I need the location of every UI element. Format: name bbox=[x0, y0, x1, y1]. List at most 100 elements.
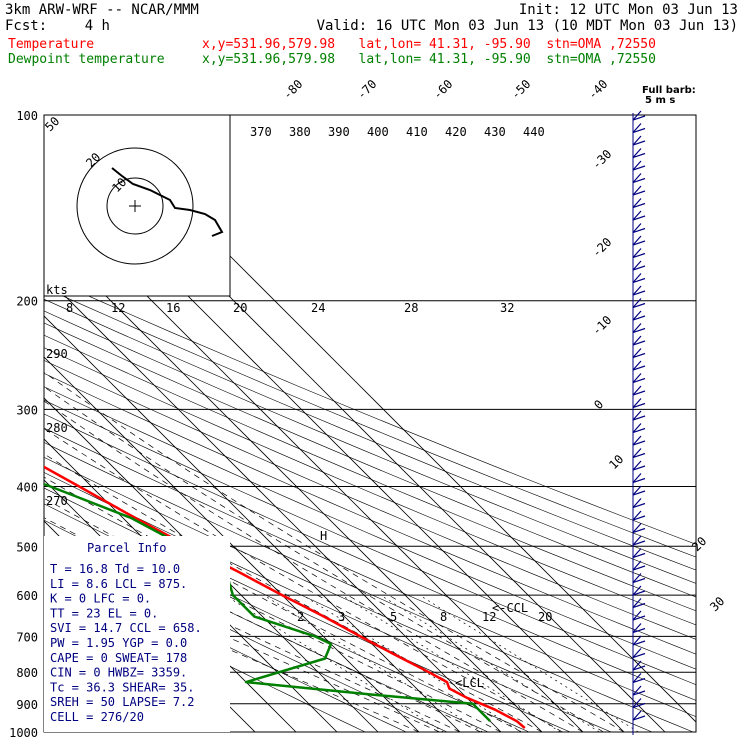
barb-flag bbox=[632, 310, 642, 321]
wind-barb bbox=[632, 273, 646, 284]
wind-barb bbox=[632, 135, 646, 146]
barb-flag bbox=[632, 410, 642, 421]
temperature-tick-label: 10 bbox=[606, 452, 626, 472]
barb-flag bbox=[632, 185, 642, 196]
barb-flag bbox=[632, 527, 646, 534]
barb-flag bbox=[632, 323, 642, 333]
barb-flag bbox=[632, 127, 646, 134]
wind-barb bbox=[632, 410, 646, 421]
moist-adiabat bbox=[44, 300, 522, 732]
barb-flag bbox=[632, 285, 642, 296]
wind-barb bbox=[632, 398, 646, 409]
dry-adiabat bbox=[44, 115, 696, 732]
barb-flag bbox=[632, 248, 642, 258]
barb-flag bbox=[632, 235, 642, 246]
barb-flag bbox=[632, 648, 642, 658]
barb-legend-line1: Full barb: bbox=[642, 85, 696, 96]
wind-barb bbox=[632, 660, 646, 671]
barb-flag bbox=[632, 123, 642, 133]
barb-flag bbox=[632, 640, 646, 646]
barb-flag bbox=[632, 290, 646, 296]
dry-adiabat bbox=[44, 115, 696, 732]
temperature-tick-label: -10 bbox=[589, 313, 614, 338]
parcel-info-row: T = 16.8 Td = 10.0 bbox=[50, 562, 180, 576]
theta-tick-label: 410 bbox=[406, 125, 428, 139]
barb-flag bbox=[632, 140, 646, 146]
temperature-tick-label: -50 bbox=[508, 77, 533, 102]
hodograph-speed-tick: 20 bbox=[233, 301, 247, 315]
barb-flag bbox=[632, 665, 646, 671]
wind-barb bbox=[632, 498, 646, 509]
theta-tick-label: 400 bbox=[367, 125, 389, 139]
barb-flag bbox=[632, 440, 646, 446]
barb-flag bbox=[632, 298, 642, 308]
parcel-info-row: TT = 23 EL = 0. bbox=[50, 606, 158, 620]
parcel-info-row: CAPE = 0 SWEAT= 178 bbox=[50, 651, 187, 665]
mixing-ratio-line bbox=[263, 594, 483, 732]
dry-adiabat bbox=[44, 115, 694, 732]
pressure-tick-label: 200 bbox=[16, 295, 38, 309]
barb-flag bbox=[632, 710, 642, 721]
barb-flag bbox=[632, 698, 642, 708]
wind-barb bbox=[632, 323, 646, 334]
barb-flag bbox=[632, 390, 646, 396]
wind-barb bbox=[632, 148, 646, 159]
dry-adiabat bbox=[44, 115, 696, 732]
dry-adiabat bbox=[44, 115, 696, 732]
barb-flag bbox=[632, 590, 646, 596]
parcel-info-row: PW = 1.95 YGP = 0.0 bbox=[50, 636, 187, 650]
wind-barb bbox=[632, 310, 646, 321]
temperature-tick-label: -20 bbox=[589, 235, 614, 260]
mixing-ratio-tick-label: 8 bbox=[440, 610, 447, 624]
barb-flag bbox=[632, 598, 642, 608]
hodograph-speed-tick: 32 bbox=[500, 301, 514, 315]
wind-barb bbox=[632, 685, 646, 696]
mixing-ratio-tick-label: 5 bbox=[390, 610, 397, 624]
wind-barb bbox=[632, 673, 646, 684]
wind-barb bbox=[632, 160, 646, 171]
wind-barb bbox=[632, 348, 646, 359]
barb-flag bbox=[632, 148, 642, 158]
wind-barb bbox=[632, 460, 646, 471]
wind-barb bbox=[632, 710, 646, 721]
wind-barb bbox=[632, 648, 646, 659]
dry-adiabat bbox=[44, 115, 696, 732]
wind-barb bbox=[632, 185, 646, 196]
barb-flag bbox=[632, 427, 646, 434]
dry-adiabat bbox=[44, 115, 696, 732]
barb-flag bbox=[632, 515, 646, 521]
parcel-info-row: CELL = 276/20 bbox=[50, 710, 144, 724]
barb-flag bbox=[632, 365, 646, 371]
dry-adiabat bbox=[44, 115, 696, 732]
temperature-tick-label: 20 bbox=[689, 534, 709, 554]
barb-flag bbox=[632, 277, 646, 284]
barb-flag bbox=[632, 377, 646, 384]
barb-flag bbox=[632, 573, 642, 583]
theta-tick-label: 430 bbox=[484, 125, 506, 139]
barb-flag bbox=[632, 652, 646, 659]
barb-flag bbox=[632, 510, 642, 521]
mixing-ratio-line bbox=[341, 594, 561, 732]
wind-barb bbox=[632, 535, 646, 546]
barb-flag bbox=[632, 227, 646, 234]
wind-barb bbox=[632, 698, 646, 709]
isotherm-line bbox=[44, 115, 502, 732]
legend-dewpoint-info: x,y=531.96,579.98 lat,lon= 41.31, -95.90… bbox=[202, 52, 656, 67]
wind-barb bbox=[632, 523, 646, 534]
mixing-ratio-tick-label: 3 bbox=[338, 610, 345, 624]
pressure-tick-label: 900 bbox=[16, 698, 38, 712]
dry-adiabat bbox=[44, 115, 696, 732]
init-time: Init: 12 UTC Mon 03 Jun 13 bbox=[519, 2, 738, 18]
barb-flag bbox=[632, 715, 646, 721]
barb-flag bbox=[632, 198, 642, 208]
wind-barb bbox=[632, 485, 646, 496]
wind-barb bbox=[632, 560, 646, 571]
lcl-annotation: <LCL bbox=[455, 676, 484, 690]
parcel-info-row: K = 0 LFC = 0. bbox=[50, 592, 151, 606]
barb-flag bbox=[632, 560, 642, 571]
wind-barb bbox=[632, 473, 646, 484]
barb-flag bbox=[632, 485, 642, 496]
barb-flag bbox=[632, 552, 646, 559]
pressure-tick-label: 500 bbox=[16, 540, 38, 554]
isotherm-line bbox=[44, 115, 338, 732]
